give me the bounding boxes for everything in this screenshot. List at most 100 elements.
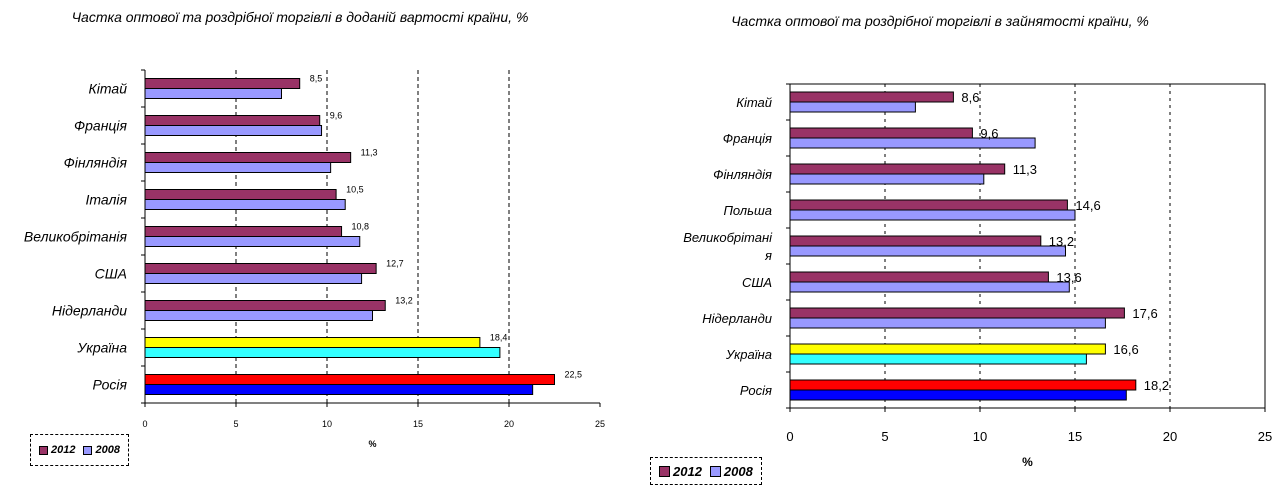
chart1-data-label: 12,7 [386,259,404,269]
chart2-data-label: 18,2 [1144,378,1169,393]
chart1-x-tick-label: 25 [595,419,605,429]
chart2-category-label: США [742,275,772,290]
chart1-title: Частка оптової та роздрібної торгівлі в … [71,9,529,25]
chart2-legend: 2012 2008 [650,457,762,485]
chart2-data-label: 16,6 [1113,342,1138,357]
chart1-bar-2008 [144,273,363,284]
chart1-category-label: Великобрітанія [24,229,128,245]
chart1-bar-2008 [144,384,534,395]
legend-swatch-2012 [659,465,670,477]
chart2-bar-2012 [789,199,1068,211]
chart1-x-axis-label: % [368,439,376,449]
chart2-x-tick-label: 15 [1068,429,1082,444]
chart1-bar-2012 [144,189,337,200]
chart2-x-tick-label: 20 [1163,429,1177,444]
chart2-x-tick-label: 25 [1258,429,1272,444]
chart1-bar-2012 [144,337,481,348]
chart2-bar-2012 [789,91,954,103]
chart2-data-label: 11,3 [1013,162,1037,177]
chart2-bar-2008 [789,245,1066,257]
chart1-category-label: Італія [85,192,127,208]
chart2-category-label: Росія [740,383,772,398]
chart1-data-label: 22,5 [565,370,583,380]
chart1-bar-2012 [144,78,301,89]
legend-swatch-2008 [83,445,93,455]
chart1-bar-2008 [144,88,282,99]
chart2-category-label: Франція [723,131,772,146]
legend-label-2008: 2008 [723,463,753,479]
chart2-category-label: Нідерланди [702,311,772,326]
chart2-bar-2008 [789,209,1076,221]
chart1-category-label: Україна [76,340,127,356]
chart1-group: 0 5 10 15 20 25 Кітай 8,5 Франція 9,6 Фінляндія 11,… [24,69,605,449]
chart1-category-label: Фінляндія [64,155,128,171]
chart1-data-label: 9,6 [330,111,343,121]
legend-item-2012: 2012 [659,464,702,479]
chart1-category-label: Росія [92,377,127,393]
chart1-bar-2008 [144,162,332,173]
legend-item-2008: 2008 [709,463,753,479]
chart1-category-label: Нідерланди [52,303,127,319]
chart2-bar-2012 [789,235,1042,247]
chart1-data-label: 8,5 [310,74,323,84]
chart1-bar-2012 [144,115,321,126]
legend-label-2012: 2012 [673,463,702,479]
legend-swatch-2008 [709,465,721,477]
chart2-bar-2012 [789,307,1125,319]
chart1-data-label: 10,5 [346,185,364,195]
chart2-category-label: Україна [725,347,772,362]
chart2-bar-2008 [789,317,1106,329]
chart1-bar-2008 [144,236,361,247]
chart2-x-axis-label: % [1022,455,1033,469]
legend-item-2008: 2008 [83,444,120,456]
chart2-bar-2012 [789,163,1006,175]
chart2-title: Частка оптової та роздрібної торгівлі в … [731,13,1149,29]
chart2-data-label: 13,6 [1056,270,1081,285]
chart2-bar-2012 [789,379,1137,391]
chart2-bar-2008 [789,389,1127,401]
chart1-x-tick-label: 0 [142,419,147,429]
chart2-bar-2008 [789,101,916,113]
chart2-data-label: 14,6 [1075,198,1100,213]
chart2-x-tick-label: 5 [881,429,888,444]
chart1-x-tick-label: 5 [233,419,238,429]
chart1-x-tick-label: 20 [504,419,514,429]
chart2-data-label: 17,6 [1132,306,1157,321]
chart1-x-tick-label: 10 [322,419,332,429]
chart1-category-label: США [95,266,127,282]
chart2-x-tick-label: 0 [786,429,793,444]
legend-item-2012: 2012 [39,444,75,456]
chart1-bar-2012 [144,226,343,237]
chart2-x-tick-label: 10 [973,429,987,444]
chart2-bar-2008 [789,353,1087,365]
chart1-category-label: Кітай [89,81,128,97]
chart1-bar-2012 [144,300,386,311]
chart2-data-label: 9,6 [980,126,998,141]
chart1-category-label: Франція [74,118,128,134]
chart1-data-label: 18,4 [490,333,508,343]
chart2-group: 0 5 10 15 20 25 Кітай 8,6 Франція 9,6 Фінляндія 11,… [683,83,1272,469]
chart1-data-label: 10,8 [352,222,370,232]
chart2-bar-2008 [789,281,1070,293]
chart2-bar-2008 [789,173,985,185]
chart2-category-label: Кітай [736,95,772,110]
chart2-data-label: 13,2 [1049,234,1074,249]
chart2-bar-2012 [789,271,1049,283]
chart2-category-label: Польша [723,203,772,218]
chart1-bar-2012 [144,374,555,385]
legend-label-2008: 2008 [95,444,120,456]
chart1-bar-2008 [144,347,501,358]
chart1-bar-2012 [144,152,352,163]
chart2-data-label: 8,6 [961,90,979,105]
chart2-category-label: Фінляндія [713,167,772,182]
legend-label-2012: 2012 [51,444,76,456]
chart2-category-label: я [764,248,772,263]
chart1-data-label: 11,3 [361,148,378,158]
chart1-legend: 2012 2008 [30,434,129,466]
chart1-bar-2012 [144,263,377,274]
chart2-category-label: Великобрітані [683,230,773,245]
chart1-bar-2008 [144,125,323,136]
chart1-bar-2008 [144,310,373,321]
chart1-data-label: 13,2 [395,296,413,306]
